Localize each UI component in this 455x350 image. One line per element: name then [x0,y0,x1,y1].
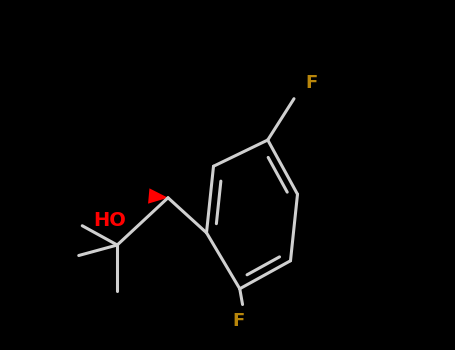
Text: F: F [305,74,318,92]
Text: HO: HO [93,211,126,230]
Text: F: F [233,312,245,330]
Polygon shape [148,188,168,204]
